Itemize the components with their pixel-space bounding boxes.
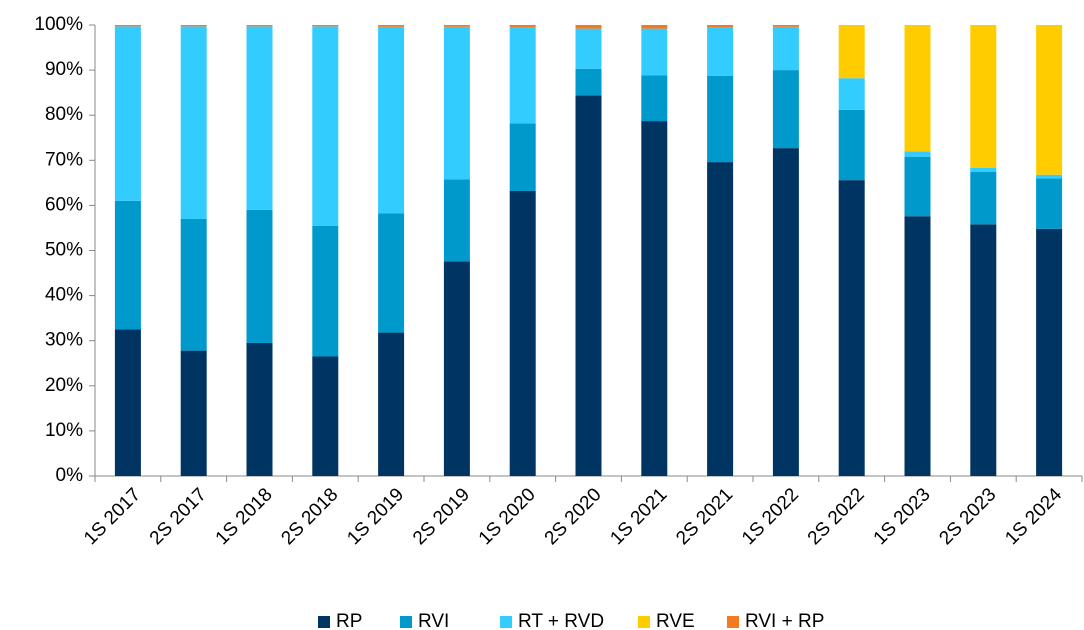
bar-segment xyxy=(114,329,141,476)
bar-segment xyxy=(509,123,536,191)
legend-label: RVE xyxy=(656,611,695,630)
legend-label: RP xyxy=(336,611,362,630)
legend-swatch xyxy=(400,616,412,628)
bar-segment xyxy=(641,25,668,29)
bar-segment xyxy=(772,148,799,477)
bar-segment xyxy=(641,28,668,76)
y-tick-label: 60% xyxy=(45,194,83,215)
bar-segment xyxy=(575,25,602,29)
y-tick-label: 0% xyxy=(56,465,84,486)
bar-segment xyxy=(838,78,865,110)
y-tick-label: 30% xyxy=(45,330,83,351)
bar-segment xyxy=(378,25,405,27)
bar-segment xyxy=(312,26,339,226)
x-tick-label: 1S 2020 xyxy=(475,484,540,549)
bar-segment xyxy=(114,200,141,330)
bar-segment xyxy=(970,25,997,168)
bar-segment xyxy=(180,218,207,351)
bar-segment xyxy=(443,25,470,27)
bar-segment xyxy=(1036,174,1063,179)
y-tick-label: 10% xyxy=(45,420,83,441)
y-tick-label: 70% xyxy=(45,149,83,170)
x-tick-label: 1S 2019 xyxy=(343,484,408,549)
bar-segment xyxy=(1036,178,1063,229)
x-tick-label: 1S 2018 xyxy=(212,484,277,549)
bar-segment xyxy=(509,190,536,476)
y-tick-label: 20% xyxy=(45,375,83,396)
x-tick-label: 1S 2017 xyxy=(80,484,145,549)
x-tick-label: 2S 2022 xyxy=(804,484,869,549)
x-tick-label: 1S 2023 xyxy=(870,484,935,549)
bar-segment xyxy=(443,26,470,180)
bar-segment xyxy=(641,121,668,477)
bar-segment xyxy=(772,25,799,27)
bar-segment xyxy=(904,216,931,476)
bar-segment xyxy=(772,26,799,71)
bar-segment xyxy=(180,25,207,27)
bar-segment xyxy=(575,28,602,69)
y-tick-label: 50% xyxy=(45,240,83,261)
legend-swatch xyxy=(318,616,330,628)
bar-segment xyxy=(114,26,141,201)
bar-segment xyxy=(509,27,536,124)
bar-segment xyxy=(378,26,405,214)
bar-segment xyxy=(641,75,668,122)
legend-label: RT + RVD xyxy=(518,611,604,630)
x-tick-label: 2S 2018 xyxy=(277,484,342,549)
y-tick-label: 100% xyxy=(34,14,83,35)
bar-segment xyxy=(904,25,931,152)
bar-segment xyxy=(707,27,734,76)
bar-segment xyxy=(1036,228,1063,476)
bar-segment xyxy=(443,179,470,262)
x-tick-label: 2S 2020 xyxy=(541,484,606,549)
x-tick-label: 2S 2021 xyxy=(672,484,737,549)
bar-segment xyxy=(838,109,865,181)
bar-segment xyxy=(970,167,997,173)
bar-segment xyxy=(246,209,273,343)
bar-segment xyxy=(1036,25,1063,175)
y-tick-label: 80% xyxy=(45,104,83,125)
x-tick-label: 2S 2023 xyxy=(935,484,1000,549)
bar-segment xyxy=(312,25,339,27)
bar-segment xyxy=(246,25,273,27)
legend-swatch xyxy=(727,616,739,628)
legend-swatch xyxy=(500,616,512,628)
bar-segment xyxy=(180,350,207,476)
x-tick-label: 1S 2022 xyxy=(738,484,803,549)
bar-segment xyxy=(970,224,997,476)
bar-segment xyxy=(246,26,273,210)
bar-segment xyxy=(707,75,734,163)
bar-segment xyxy=(575,95,602,476)
bar-segment xyxy=(509,25,536,28)
bar-segment xyxy=(838,25,865,79)
bar-segment xyxy=(180,26,207,219)
bar-segment xyxy=(575,68,602,96)
bar-segment xyxy=(312,225,339,357)
bar-segment xyxy=(970,172,997,225)
legend-label: RVI + RP xyxy=(745,611,824,630)
bar-segment xyxy=(904,151,931,157)
bar-segment xyxy=(772,70,799,149)
bar-segment xyxy=(904,156,931,217)
bar-segment xyxy=(443,261,470,476)
legend-label: RVI xyxy=(418,611,449,630)
bar-segment xyxy=(838,180,865,477)
bar-segment xyxy=(114,25,141,27)
bar-segment xyxy=(378,213,405,333)
bar-segment xyxy=(707,25,734,28)
bar-segment xyxy=(707,162,734,476)
x-tick-label: 1S 2021 xyxy=(606,484,671,549)
x-tick-label: 2S 2019 xyxy=(409,484,474,549)
bar-segment xyxy=(312,356,339,476)
legend-swatch xyxy=(638,616,650,628)
x-tick-label: 2S 2017 xyxy=(146,484,211,549)
bar-segment xyxy=(246,342,273,476)
y-tick-label: 40% xyxy=(45,285,83,306)
y-tick-label: 90% xyxy=(45,59,83,80)
x-tick-label: 1S 2024 xyxy=(1001,484,1066,549)
bar-segment xyxy=(378,332,405,476)
